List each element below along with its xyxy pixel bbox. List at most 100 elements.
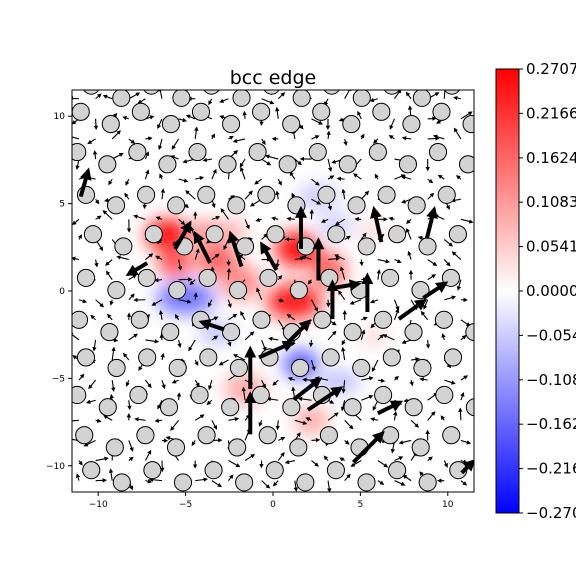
small-arrow-207 — [327, 256, 341, 261]
small-arrow-376 — [340, 400, 346, 412]
small-arrow-332 — [410, 357, 420, 362]
atom-142 — [326, 461, 345, 480]
small-arrow-66 — [373, 138, 379, 144]
small-arrow-326 — [310, 359, 316, 372]
small-arrow-193 — [94, 259, 99, 268]
small-arrow-330 — [371, 359, 379, 373]
small-arrow-441 — [228, 460, 241, 468]
small-arrow-100 — [144, 169, 150, 180]
small-arrow-78 — [170, 155, 179, 160]
small-arrow-20 — [405, 91, 412, 100]
colorbar-tick-label-6: −0.0541 — [526, 326, 576, 344]
small-arrow-342 — [171, 379, 179, 384]
small-arrow-415 — [191, 440, 196, 447]
atom-35 — [308, 142, 327, 162]
atom-127 — [258, 426, 277, 445]
small-arrow-49 — [87, 138, 96, 145]
atom-89 — [343, 323, 362, 342]
atom-54 — [83, 225, 103, 244]
small-arrow-214 — [443, 259, 451, 267]
small-arrow-80 — [202, 157, 212, 163]
small-arrow-436 — [144, 449, 152, 461]
colorbar-tick-label-2: 0.1624 — [526, 149, 576, 167]
small-arrow-192 — [72, 256, 80, 261]
atom-78 — [411, 281, 430, 300]
atom-50 — [347, 196, 366, 215]
small-arrow-202 — [238, 254, 246, 260]
small-arrow-295 — [188, 339, 196, 352]
small-arrow-76 — [144, 151, 150, 160]
atom-143 — [357, 473, 376, 492]
small-arrow-47 — [460, 111, 473, 120]
small-arrow-84 — [264, 154, 279, 160]
small-arrow-272 — [211, 316, 219, 321]
x-tick-label-1: −5 — [179, 500, 192, 510]
small-arrow-405 — [427, 411, 436, 421]
atom-93 — [465, 323, 474, 342]
large-arrow-8 — [306, 386, 344, 412]
atom-42 — [106, 196, 126, 215]
small-arrow-98 — [108, 178, 113, 186]
small-arrow-447 — [323, 455, 329, 461]
small-arrow-149 — [155, 216, 163, 221]
atom-36 — [338, 155, 357, 174]
small-arrow-4 — [137, 98, 146, 104]
atom-layer — [72, 90, 474, 492]
small-arrow-185 — [360, 232, 367, 240]
small-arrow-160 — [334, 218, 345, 226]
atom-107 — [72, 385, 87, 405]
small-arrow-223 — [189, 279, 196, 286]
small-arrow-339 — [125, 379, 130, 387]
atom-137 — [173, 473, 193, 492]
small-arrow-464 — [211, 480, 222, 488]
small-arrow-368 — [206, 399, 213, 406]
small-arrow-298 — [244, 331, 255, 341]
small-arrow-241 — [95, 299, 105, 308]
small-arrow-211 — [394, 259, 402, 264]
small-arrow-184 — [344, 235, 351, 240]
atom-108 — [98, 398, 117, 417]
small-arrow-246 — [178, 299, 192, 304]
small-arrow-399 — [327, 412, 339, 421]
atom-38 — [398, 155, 417, 174]
atom-56 — [144, 225, 163, 244]
small-arrow-23 — [453, 95, 461, 101]
small-arrow-463 — [195, 477, 208, 482]
small-arrow-22 — [442, 90, 448, 99]
small-arrow-347 — [261, 379, 266, 389]
small-arrow-102 — [178, 178, 189, 183]
atom-1 — [112, 90, 131, 107]
small-arrow-285 — [420, 310, 429, 321]
large-arrow-20 — [198, 319, 225, 332]
atom-128 — [289, 438, 308, 457]
small-arrow-73 — [92, 150, 98, 160]
small-arrow-111 — [327, 175, 335, 180]
small-arrow-225 — [226, 267, 232, 280]
small-arrow-355 — [394, 375, 399, 381]
small-arrow-19 — [394, 90, 402, 100]
small-arrow-338 — [111, 380, 116, 392]
small-arrow-386 — [103, 415, 113, 421]
atom-124 — [166, 438, 186, 457]
small-arrow-304 — [341, 339, 346, 346]
small-arrow-276 — [277, 319, 286, 332]
small-arrow-179 — [261, 233, 268, 240]
small-arrow-315 — [123, 352, 130, 361]
small-arrow-197 — [155, 255, 163, 261]
small-arrow-56 — [210, 133, 215, 140]
small-arrow-391 — [194, 414, 205, 421]
small-arrow-277 — [286, 314, 296, 321]
small-arrow-451 — [394, 456, 404, 462]
atom-40 — [458, 155, 474, 174]
atom-140 — [265, 461, 284, 480]
small-arrow-219 — [128, 274, 137, 281]
small-arrow-206 — [301, 255, 312, 261]
large-arrow-24 — [460, 458, 474, 475]
small-arrow-308 — [401, 339, 412, 344]
small-arrow-273 — [228, 313, 238, 321]
small-arrow-458 — [108, 468, 114, 481]
small-arrow-213 — [427, 259, 438, 266]
small-arrow-196 — [145, 253, 154, 260]
small-arrow-314 — [111, 346, 116, 361]
atom-17 — [191, 102, 211, 121]
